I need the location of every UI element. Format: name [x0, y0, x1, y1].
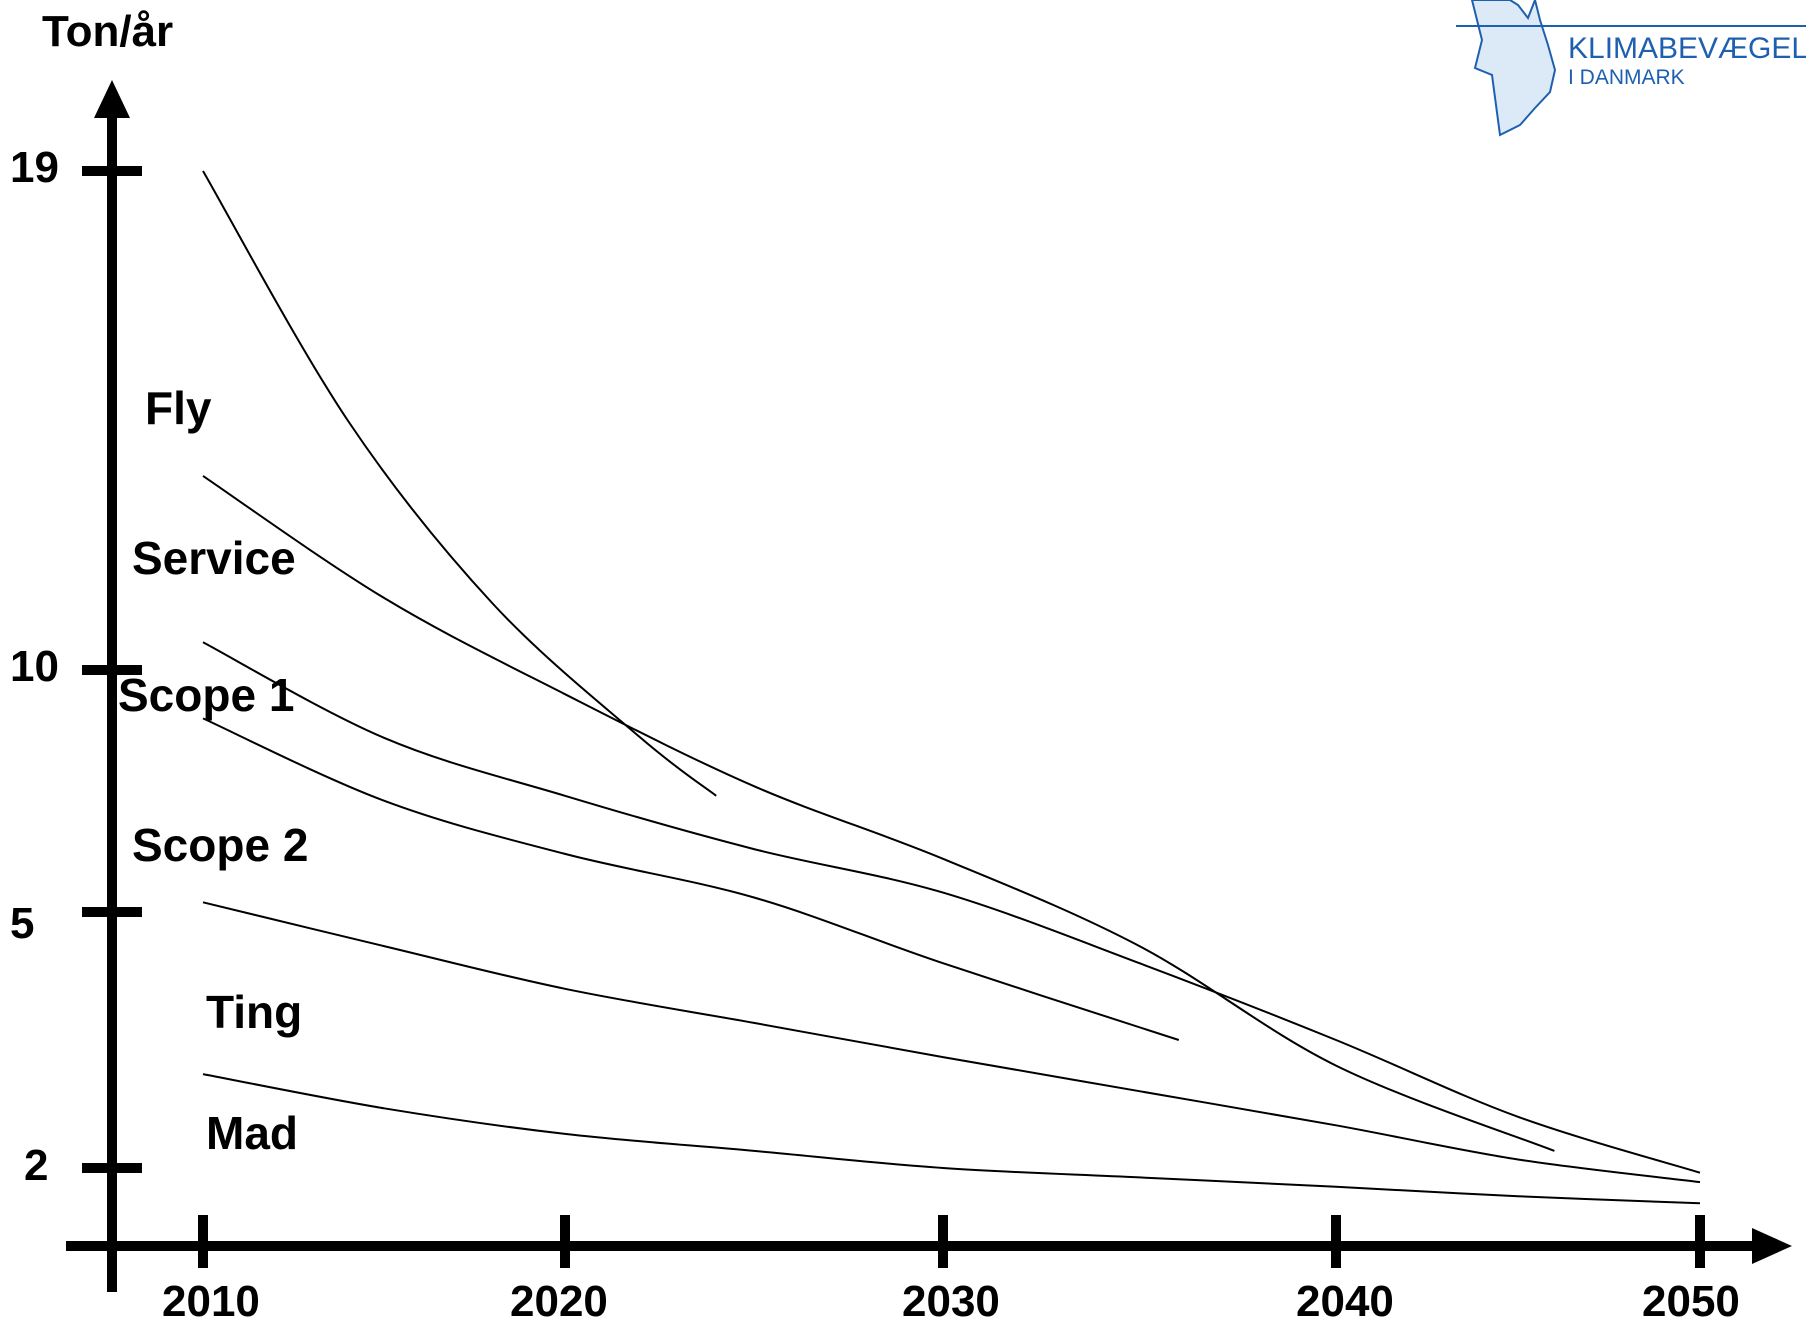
- x-axis-arrow: [1752, 1228, 1792, 1264]
- x-tick-label-2040: 2040: [1296, 1277, 1394, 1326]
- series-label-scope-1: Scope 1: [118, 669, 294, 721]
- series-labels: Fly Service Scope 1 Scope 2 Ting Mad: [118, 382, 308, 1159]
- series-line-service: [202, 475, 1555, 1152]
- y-axis-arrow: [94, 80, 130, 118]
- series-label-scope-2: Scope 2: [132, 819, 308, 871]
- series-label-mad: Mad: [206, 1107, 298, 1159]
- y-ticks: 19 10 5 2: [10, 143, 142, 1190]
- y-axis-title: Ton/år: [42, 7, 173, 56]
- series-label-service: Service: [132, 532, 296, 584]
- iceberg-icon: [1470, 0, 1557, 137]
- logo-line1: KLIMABEVÆGELS: [1568, 32, 1806, 65]
- series-line-mad: [202, 1073, 1701, 1205]
- series-line-scope-1: [202, 641, 1701, 1174]
- series-label-ting: Ting: [206, 986, 302, 1038]
- series-line-scope-2: [202, 717, 1180, 1041]
- x-tick-label-2050: 2050: [1642, 1277, 1740, 1326]
- series-line-ting: [202, 901, 1701, 1184]
- x-tick-label-2010: 2010: [162, 1277, 260, 1326]
- series-curves: [202, 170, 1701, 1205]
- logo-line2: I DANMARK: [1568, 66, 1685, 89]
- y-tick-label-2: 2: [24, 1141, 48, 1190]
- x-ticks: 2010 2020 2030 2040 2050: [162, 1215, 1740, 1326]
- x-tick-label-2020: 2020: [510, 1277, 608, 1326]
- x-tick-label-2030: 2030: [902, 1277, 1000, 1326]
- series-label-fly: Fly: [145, 382, 212, 434]
- logo: KLIMABEVÆGELS I DANMARK: [1445, 0, 1806, 170]
- y-tick-label-19: 19: [10, 143, 59, 192]
- y-tick-label-5: 5: [10, 899, 34, 948]
- series-line-fly: [202, 170, 717, 797]
- y-tick-label-10: 10: [10, 642, 59, 691]
